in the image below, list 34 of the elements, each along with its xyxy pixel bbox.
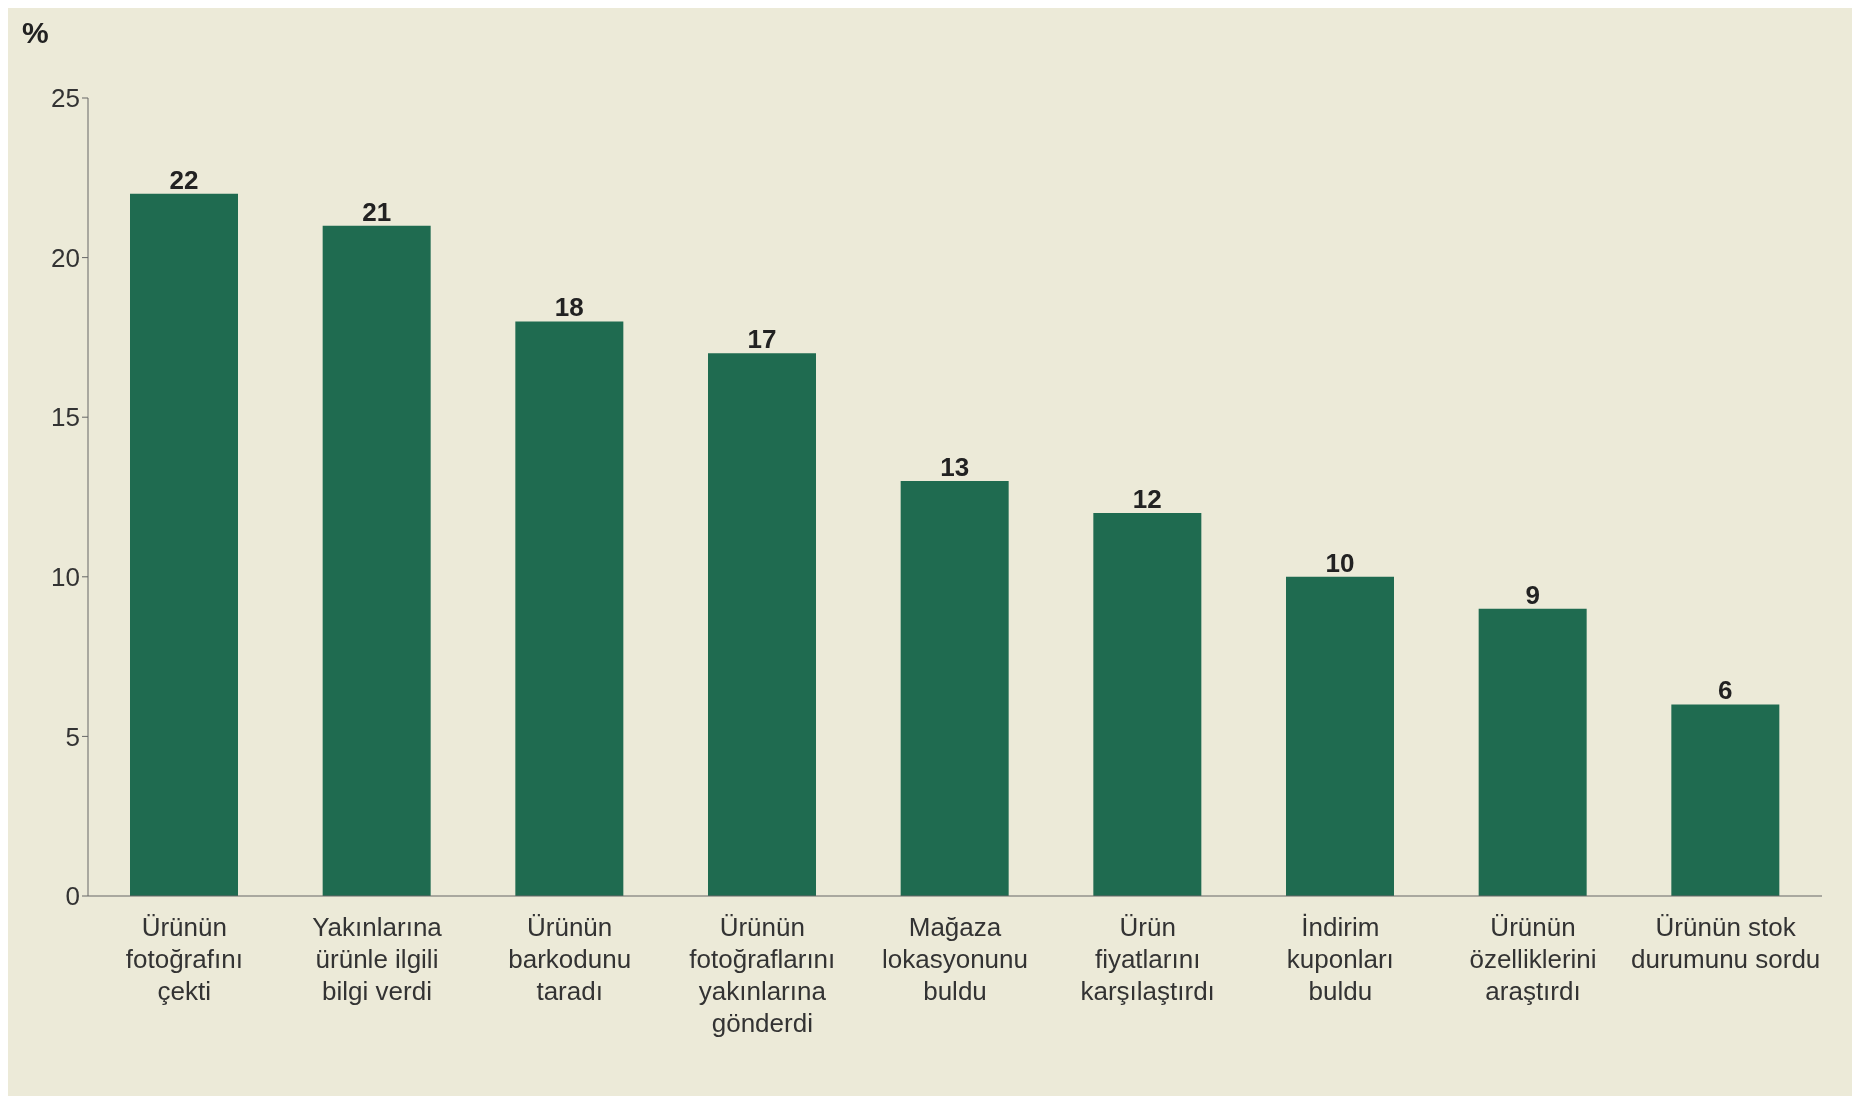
x-tick-label: Ürünün fotoğraflarını yakınlarına gönderdi [689, 912, 836, 1038]
bar [708, 353, 816, 896]
x-tick-label: İndirim kuponları buldu [1286, 912, 1394, 1006]
bar [1478, 608, 1587, 896]
x-tick-label: Mağaza lokasyonunu buldu [882, 912, 1028, 1006]
y-tick-label: 15 [51, 402, 80, 433]
y-tick-label: 0 [65, 881, 80, 912]
data-label: 6 [1718, 675, 1733, 706]
bar [900, 481, 1009, 896]
data-label: 12 [1132, 483, 1162, 514]
bar [1286, 576, 1394, 896]
bar [515, 321, 624, 896]
y-tick-label: 10 [51, 562, 80, 593]
x-tick-label: Ürünün özelliklerini araştırdı [1469, 912, 1597, 1006]
x-tick-label: Ürünün fotoğrafını çekti [125, 912, 243, 1006]
data-label: 21 [362, 196, 392, 227]
data-label: 17 [747, 324, 777, 355]
bar [1093, 512, 1202, 896]
data-label: 10 [1325, 547, 1355, 578]
data-label: 18 [554, 292, 584, 323]
data-label: 13 [940, 452, 970, 483]
x-tick-label: Ürün fiyatlarını karşılaştırdı [1080, 912, 1215, 1006]
y-axis-title: % [22, 16, 49, 50]
y-tick-label: 25 [51, 83, 80, 114]
bar [130, 193, 238, 896]
x-tick-label: Yakınlarına ürünle ilgili bilgi verdi [312, 912, 443, 1006]
y-tick-label: 5 [65, 721, 80, 752]
data-label: 22 [169, 164, 199, 195]
y-tick-label: 20 [51, 242, 80, 273]
x-tick-label: Ürünün barkodunu taradı [508, 912, 632, 1006]
data-label: 9 [1525, 579, 1540, 610]
bar [1671, 704, 1780, 896]
bar [322, 225, 431, 896]
x-tick-label: Ürünün stok durumunu sordu [1630, 912, 1821, 974]
